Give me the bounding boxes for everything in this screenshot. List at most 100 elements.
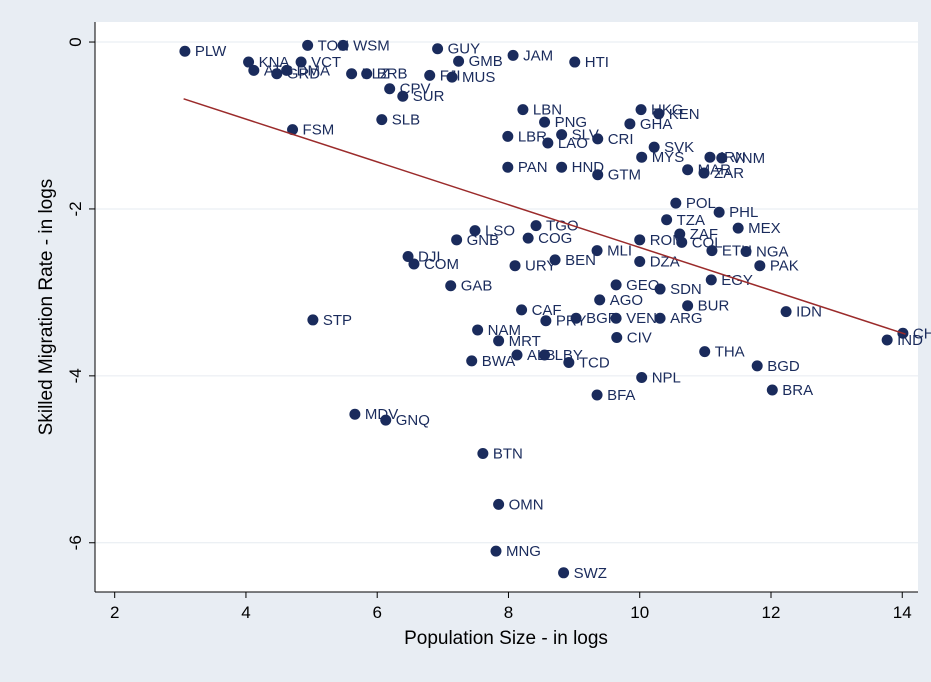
point-label: LSO bbox=[485, 223, 515, 240]
x-tick-label: 8 bbox=[504, 603, 513, 622]
plot-area bbox=[95, 22, 918, 592]
x-tick-label: 12 bbox=[762, 603, 781, 622]
point-label: ROM bbox=[650, 232, 685, 249]
point-label: BUR bbox=[698, 298, 730, 315]
point-label: BRA bbox=[782, 382, 813, 399]
point bbox=[511, 349, 523, 361]
point bbox=[507, 49, 519, 61]
point bbox=[493, 498, 505, 510]
point bbox=[402, 251, 414, 263]
point-label: PLW bbox=[195, 43, 227, 60]
point-label: NGA bbox=[756, 243, 789, 260]
point-label: LBN bbox=[533, 102, 562, 119]
point-label: CRI bbox=[608, 131, 634, 148]
point bbox=[307, 314, 319, 326]
point bbox=[295, 56, 307, 68]
point bbox=[302, 39, 314, 51]
point bbox=[469, 225, 481, 237]
point-label: GHA bbox=[640, 116, 673, 133]
point bbox=[451, 234, 463, 246]
point bbox=[635, 104, 647, 116]
point-label: KNA bbox=[259, 54, 290, 71]
point bbox=[376, 114, 388, 126]
point bbox=[611, 331, 623, 343]
point-label: OMN bbox=[509, 496, 544, 513]
y-tick-label: 0 bbox=[66, 37, 85, 46]
point bbox=[248, 64, 260, 76]
point-label: GUY bbox=[448, 41, 481, 58]
point bbox=[563, 356, 575, 368]
point bbox=[539, 116, 551, 128]
x-tick-label: 14 bbox=[893, 603, 912, 622]
point bbox=[179, 45, 191, 57]
point-label: LBR bbox=[518, 128, 547, 145]
point-label: MLI bbox=[607, 243, 632, 260]
point bbox=[466, 355, 478, 367]
x-tick-label: 2 bbox=[110, 603, 119, 622]
point bbox=[349, 408, 361, 420]
point-label: MNG bbox=[506, 543, 541, 560]
point-label: IRN bbox=[720, 149, 746, 166]
point-label: PAK bbox=[770, 258, 799, 275]
point-label: DJI bbox=[418, 248, 441, 265]
point bbox=[432, 43, 444, 55]
point-label: CAF bbox=[532, 302, 562, 319]
point-label: SWZ bbox=[574, 565, 607, 582]
point-label: TGO bbox=[546, 218, 579, 235]
point bbox=[384, 83, 396, 95]
x-tick-label: 6 bbox=[372, 603, 381, 622]
point bbox=[445, 280, 457, 292]
point-label: SVK bbox=[664, 139, 694, 156]
point-label: THA bbox=[715, 344, 745, 361]
point bbox=[530, 220, 542, 232]
point bbox=[594, 294, 606, 306]
point bbox=[337, 39, 349, 51]
point bbox=[674, 228, 686, 240]
point bbox=[569, 56, 581, 68]
point-label: URY bbox=[525, 258, 556, 275]
point-label: MYS bbox=[652, 149, 685, 166]
point-label: WSM bbox=[353, 37, 390, 54]
y-tick-label: -2 bbox=[66, 201, 85, 216]
y-tick-label: -4 bbox=[66, 368, 85, 383]
y-axis-title: Skilled Migration Rate - in logs bbox=[36, 179, 57, 436]
point-label: ARG bbox=[670, 310, 703, 327]
point-label: BRB bbox=[377, 66, 408, 83]
point-label: BTN bbox=[493, 445, 523, 462]
point bbox=[509, 260, 521, 272]
point bbox=[502, 130, 514, 142]
point bbox=[556, 161, 568, 173]
point bbox=[713, 206, 725, 218]
point bbox=[493, 335, 505, 347]
point bbox=[539, 349, 551, 361]
point-label: CHN bbox=[913, 325, 931, 342]
point-label: VCT bbox=[311, 54, 341, 71]
point bbox=[654, 283, 666, 295]
point-label: JAM bbox=[523, 47, 553, 64]
point-label: PNG bbox=[555, 114, 588, 131]
point bbox=[591, 245, 603, 257]
point-label: BEN bbox=[565, 252, 596, 269]
point-label: ZAF bbox=[690, 226, 718, 243]
point-label: BGR bbox=[586, 310, 619, 327]
point-label: BFA bbox=[607, 387, 635, 404]
point-label: COG bbox=[538, 230, 572, 247]
point bbox=[634, 256, 646, 268]
point bbox=[558, 567, 570, 579]
point bbox=[661, 214, 673, 226]
point bbox=[751, 360, 763, 372]
point bbox=[281, 64, 293, 76]
point bbox=[653, 108, 665, 120]
point bbox=[754, 260, 766, 272]
point bbox=[704, 151, 716, 163]
point bbox=[624, 118, 636, 130]
point bbox=[636, 372, 648, 384]
x-tick-label: 4 bbox=[241, 603, 250, 622]
point-label: NAM bbox=[488, 322, 521, 339]
point bbox=[542, 137, 554, 149]
point-label: PHL bbox=[729, 204, 758, 221]
point-label: GEO bbox=[626, 277, 659, 294]
point bbox=[522, 232, 534, 244]
point bbox=[243, 56, 255, 68]
point-label: POL bbox=[686, 195, 716, 212]
